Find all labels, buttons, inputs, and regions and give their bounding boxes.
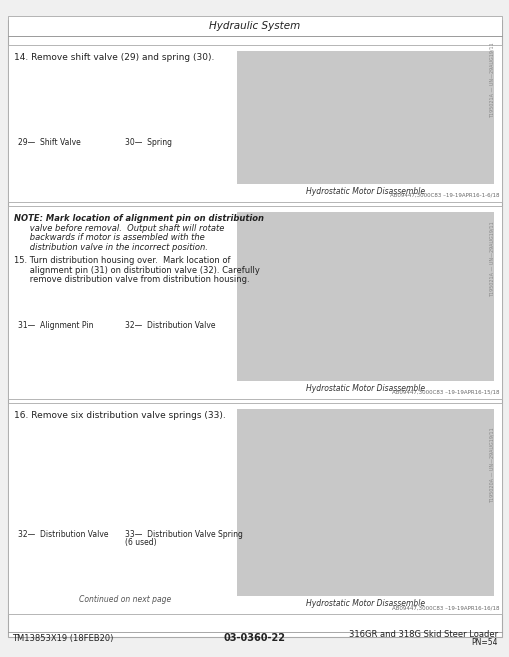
Text: T195021A — UN—29AUG19/11: T195021A — UN—29AUG19/11 xyxy=(489,42,494,118)
Text: Hydrostatic Motor Disassemble: Hydrostatic Motor Disassemble xyxy=(305,187,425,196)
Text: TM13853X19 (18FEB20): TM13853X19 (18FEB20) xyxy=(12,633,113,643)
Bar xyxy=(8,206,501,399)
Text: 29—  Shift Valve: 29— Shift Valve xyxy=(18,138,80,147)
Text: Hydrostatic Motor Disassemble: Hydrostatic Motor Disassemble xyxy=(305,599,425,608)
Text: 33—  Distribution Valve Spring: 33— Distribution Valve Spring xyxy=(125,530,242,539)
Text: 15. Turn distribution housing over.  Mark location of: 15. Turn distribution housing over. Mark… xyxy=(14,256,230,265)
Text: Hydraulic System: Hydraulic System xyxy=(209,21,300,32)
Text: T195020A — UN—29AUG19/11: T195020A — UN—29AUG19/11 xyxy=(489,427,494,503)
Text: AB09447,3000C83 –19-19APR16-16/18: AB09447,3000C83 –19-19APR16-16/18 xyxy=(392,605,499,610)
Text: AB09447,3000C83 –19-19APR16-15/18: AB09447,3000C83 –19-19APR16-15/18 xyxy=(392,390,499,395)
Text: Continued on next page: Continued on next page xyxy=(79,595,172,604)
Text: 32—  Distribution Valve: 32— Distribution Valve xyxy=(18,530,108,539)
Text: 32—  Distribution Valve: 32— Distribution Valve xyxy=(125,321,215,330)
Text: remove distribution valve from distribution housing.: remove distribution valve from distribut… xyxy=(14,275,249,284)
Text: 30—  Spring: 30— Spring xyxy=(125,138,172,147)
Text: distribution valve in the incorrect position.: distribution valve in the incorrect posi… xyxy=(14,243,208,252)
Text: 03-0360-22: 03-0360-22 xyxy=(223,633,286,643)
Text: 14. Remove shift valve (29) and spring (30).: 14. Remove shift valve (29) and spring (… xyxy=(14,53,214,62)
Text: T195021A — UN—29AUG19/11: T195021A — UN—29AUG19/11 xyxy=(489,221,494,296)
Text: 316GR and 318G Skid Steer Loader: 316GR and 318G Skid Steer Loader xyxy=(348,629,497,639)
Text: (6 used): (6 used) xyxy=(125,537,156,547)
Text: PN=54: PN=54 xyxy=(471,637,497,646)
Bar xyxy=(237,51,493,184)
Bar xyxy=(8,403,501,614)
Bar xyxy=(237,212,493,381)
Bar xyxy=(8,16,501,36)
Text: AB09447,3000C83 –19-19APR16-1-6/18: AB09447,3000C83 –19-19APR16-1-6/18 xyxy=(390,193,499,198)
Text: alignment pin (31) on distribution valve (32). Carefully: alignment pin (31) on distribution valve… xyxy=(14,266,260,275)
Bar xyxy=(8,45,501,202)
Text: valve before removal.  Output shaft will rotate: valve before removal. Output shaft will … xyxy=(14,224,224,233)
Bar xyxy=(237,409,493,597)
Text: 16. Remove six distribution valve springs (33).: 16. Remove six distribution valve spring… xyxy=(14,411,225,420)
Text: backwards if motor is assembled with the: backwards if motor is assembled with the xyxy=(14,233,204,242)
Text: Hydrostatic Motor Disassemble: Hydrostatic Motor Disassemble xyxy=(305,384,425,393)
Text: 31—  Alignment Pin: 31— Alignment Pin xyxy=(18,321,93,330)
Text: NOTE: Mark location of alignment pin on distribution: NOTE: Mark location of alignment pin on … xyxy=(14,214,264,223)
